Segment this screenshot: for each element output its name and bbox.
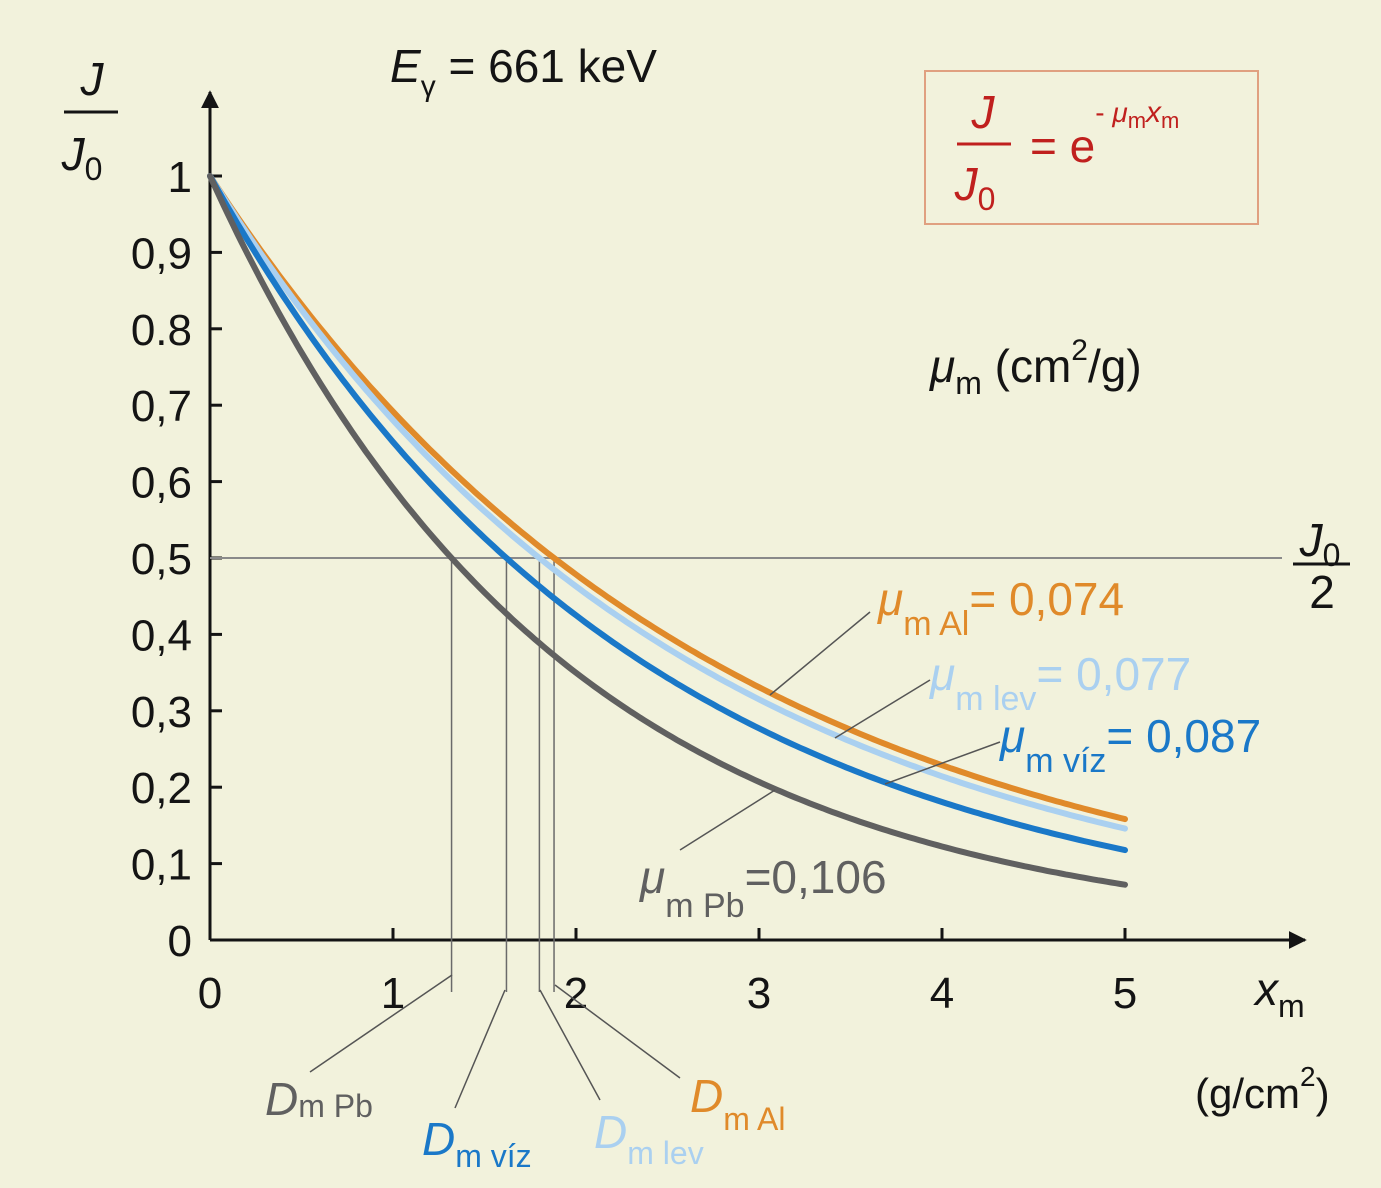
curve-lev: [207, 173, 1128, 832]
leader-d-lev: [539, 989, 601, 1101]
title-e: E: [390, 40, 422, 92]
d-label-viz: Dm víz: [422, 1113, 532, 1174]
x-axis-label: xm: [1253, 963, 1305, 1024]
curve-viz: [207, 173, 1128, 854]
y-tick-label: 0,9: [131, 229, 192, 278]
y-tick-label: 0,7: [131, 382, 192, 431]
y-tick-label: 0: [168, 917, 192, 966]
y-tick-label: 0.8: [131, 306, 192, 355]
d-label-pb: Dm Pb: [265, 1073, 373, 1125]
formula-box: J J0 = e- μmxm: [924, 70, 1259, 225]
y-label-den: J0: [61, 128, 103, 187]
chart-title: Eγ = 661 keV: [390, 40, 657, 103]
mu-unit-label: μm (cm2/g): [929, 334, 1142, 401]
formula-lhs-den: J0: [954, 158, 996, 217]
y-tick-label: 0,3: [131, 688, 192, 737]
leader-d-viz: [454, 989, 506, 1109]
leader-viz: [884, 741, 1001, 785]
x-tick-label: 5: [1113, 969, 1137, 1018]
series-label-al: μm Al= 0,074: [877, 573, 1124, 643]
y-tick-label: 0,2: [131, 764, 192, 813]
d-label-lev: Dm lev: [594, 1106, 704, 1171]
y-label-num: J: [80, 53, 105, 105]
series-label-lev: μm lev= 0,077: [929, 648, 1191, 718]
formula-rhs: = e- μmxm: [1030, 96, 1179, 172]
x-tick-label: 4: [930, 969, 954, 1018]
y-tick-label: 0,6: [131, 459, 192, 508]
leader-lev: [834, 679, 931, 739]
leader-al: [769, 611, 871, 696]
y-tick-label: 0,1: [131, 841, 192, 890]
y-tick-label: 0,4: [131, 611, 192, 660]
curve-al: [207, 173, 1128, 823]
series-label-viz: μm víz= 0,087: [999, 710, 1261, 780]
y-axis-label: J J0: [61, 53, 118, 187]
x-axis-unit: (g/cm2): [1195, 1061, 1330, 1117]
formula-lhs-num: J: [971, 86, 996, 138]
d-label-al: Dm Al: [690, 1070, 785, 1137]
x-axis-ticks: 0 1 2 3 4 5: [198, 928, 1137, 1018]
x-tick-label: 3: [747, 969, 771, 1018]
label-leader-lines: [309, 611, 1001, 1109]
half-value-label: J0 2: [1293, 514, 1350, 618]
y-tick-label: 1: [168, 153, 192, 202]
y-axis-ticks: 0 0,1 0,2 0,3 0,4 0,5 0,6 0,7 0.8 0,9 1: [131, 153, 222, 966]
series-label-pb: μm Pb=0,106: [639, 851, 887, 925]
y-tick-label: 0,5: [131, 535, 192, 584]
leader-pb: [679, 789, 776, 851]
half-label-den: 2: [1309, 566, 1335, 618]
formula-box-border: [924, 70, 1259, 225]
leader-d-pb: [309, 974, 453, 1073]
x-tick-label: 0: [198, 969, 222, 1018]
curve-pb: [207, 173, 1128, 888]
title-sub: γ: [421, 70, 436, 103]
title-rest: = 661 keV: [436, 40, 658, 92]
leader-d-al: [554, 984, 681, 1079]
x-tick-label: 1: [381, 969, 405, 1018]
attenuation-curves: [207, 173, 1128, 888]
half-value-drop-lines: [450, 558, 555, 992]
x-tick-label: 2: [564, 969, 588, 1018]
